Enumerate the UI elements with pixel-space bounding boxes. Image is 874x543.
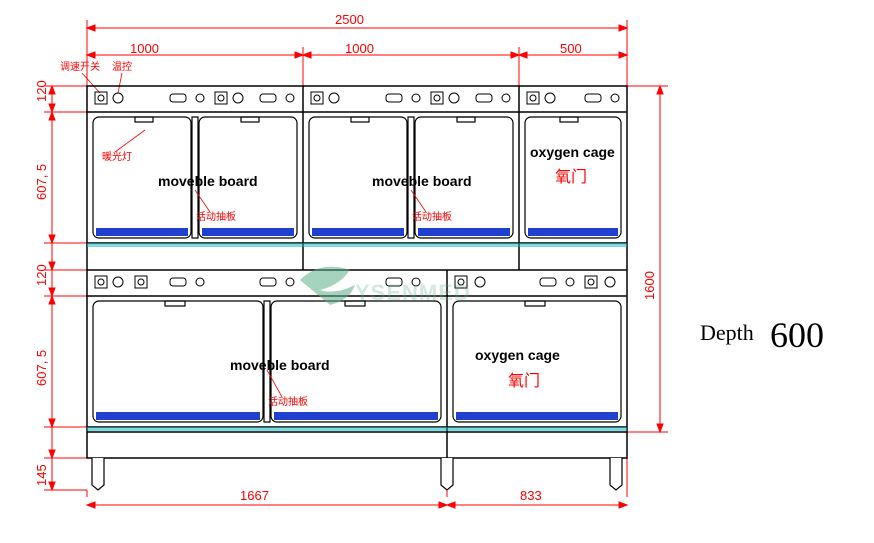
oxygen-cn-2: 氧门 [508, 372, 540, 390]
upper-trays [96, 228, 618, 236]
dim-607-b: 607, 5 [34, 350, 49, 386]
legs [92, 458, 622, 490]
dim-1667: 1667 [240, 488, 269, 503]
dim-120-a: 120 [34, 80, 49, 102]
dim-145: 145 [34, 464, 49, 486]
dim-1600: 1600 [642, 271, 657, 300]
dim-1000-b: 1000 [345, 41, 374, 56]
oxygen-cage-1: oxygen cage [530, 144, 615, 160]
switch-label: 调速开关 [60, 60, 100, 73]
board-sub-2: 活动抽板 [412, 210, 452, 223]
watermark: YSENMED [300, 267, 471, 305]
dim-607-a: 607, 5 [34, 164, 49, 200]
lower-trays [96, 412, 618, 420]
moveble-board-3: moveble board [230, 357, 330, 373]
oxygen-cage-2: oxygen cage [475, 347, 560, 363]
depth-word: Depth [700, 320, 754, 345]
dim-120-b: 120 [34, 264, 49, 286]
light-label: 暖光灯 [102, 150, 132, 163]
dim-2500: 2500 [335, 12, 364, 27]
top-control-panel [95, 92, 619, 104]
board-sub-1: 活动抽板 [196, 210, 236, 223]
svg-text:YSENMED: YSENMED [355, 280, 471, 305]
temp-label: 温控 [112, 60, 132, 73]
base-accents [87, 243, 627, 431]
dim-500: 500 [560, 41, 582, 56]
moveble-board-2: moveble board [372, 173, 472, 189]
moveble-board-1: moveble board [158, 173, 258, 189]
board-sub-3: 活动抽板 [268, 395, 308, 408]
depth-value: 600 [770, 315, 824, 355]
dim-1000-a: 1000 [130, 41, 159, 56]
oxygen-cn-1: 氧门 [555, 168, 587, 186]
dim-833: 833 [520, 488, 542, 503]
